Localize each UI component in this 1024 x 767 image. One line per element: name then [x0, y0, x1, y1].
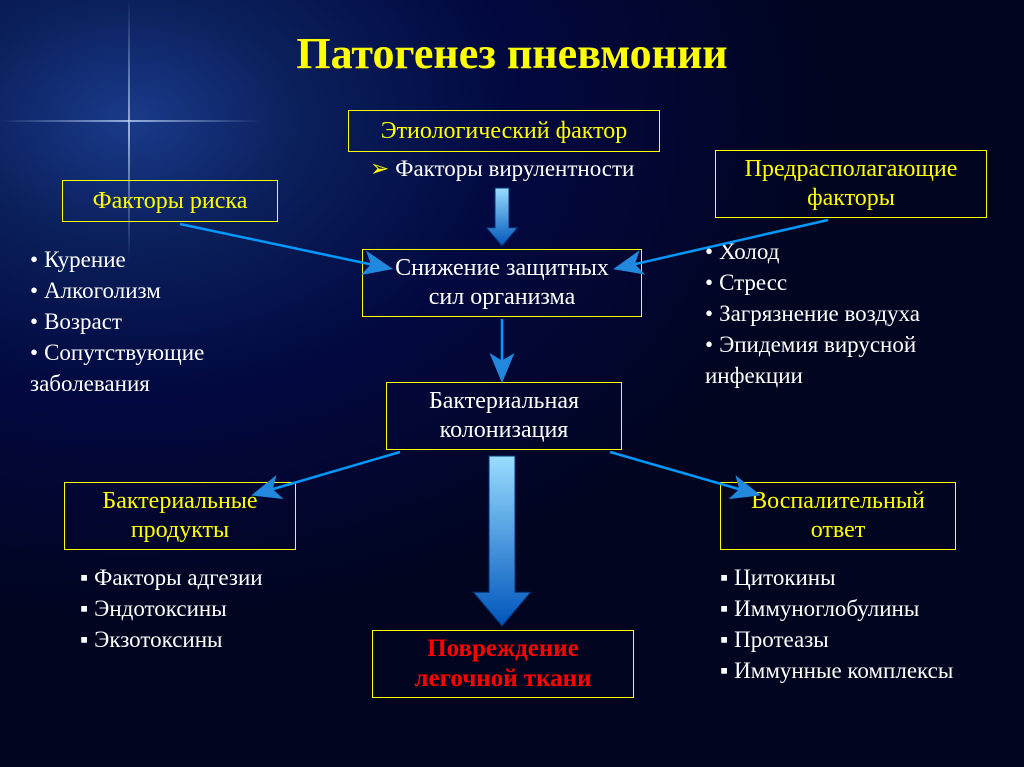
- risk-factors-list: КурениеАлкоголизмВозрастСопутствующиезаб…: [30, 244, 204, 399]
- box-bacterial-colonization: Бактериальная колонизация: [386, 382, 622, 450]
- list-item: Эндотоксины: [80, 593, 263, 624]
- box-line1: Воспалительный: [751, 487, 925, 516]
- virulence-text: Факторы вирулентности: [395, 156, 634, 181]
- box-inflammatory-response: Воспалительный ответ: [720, 482, 956, 550]
- box-line2: продукты: [131, 516, 229, 545]
- predisposing-factors-list: ХолодСтрессЗагрязнение воздухаЭпидемия в…: [705, 236, 920, 391]
- slide-title: Патогенез пневмонии: [0, 28, 1024, 79]
- list-item: Факторы адгезии: [80, 562, 263, 593]
- list-item: Иммунные комплексы: [720, 655, 953, 686]
- box-predisposing-factors: Предрасполагающие факторы: [715, 150, 987, 218]
- list-item: Холод: [705, 236, 920, 267]
- list-item: Стресс: [705, 267, 920, 298]
- box-line2: легочной ткани: [415, 664, 592, 694]
- box-etiological-factor: Этиологический фактор: [348, 110, 660, 152]
- lens-flare-h: [0, 120, 260, 122]
- chevron-icon: ➢: [370, 156, 389, 182]
- list-item: Сопутствующие: [30, 337, 204, 368]
- list-item: Курение: [30, 244, 204, 275]
- list-item: Алкоголизм: [30, 275, 204, 306]
- list-item: Возраст: [30, 306, 204, 337]
- list-item: Иммуноглобулины: [720, 593, 953, 624]
- list-item: Протеазы: [720, 624, 953, 655]
- box-line2: факторы: [807, 184, 895, 213]
- box-label: Этиологический фактор: [381, 117, 628, 146]
- box-line2: сил организма: [429, 283, 575, 312]
- virulence-factors-line: ➢Факторы вирулентности: [370, 156, 634, 182]
- bacterial-products-list: Факторы адгезииЭндотоксиныЭкзотоксины: [80, 562, 263, 655]
- list-item: Эпидемия вирусной: [705, 329, 920, 360]
- list-item: инфекции: [705, 360, 920, 391]
- box-line2: ответ: [811, 516, 866, 545]
- box-defense-reduction: Снижение защитных сил организма: [362, 249, 642, 317]
- box-line1: Повреждение: [427, 634, 579, 664]
- box-risk-factors: Факторы риска: [62, 180, 278, 222]
- box-bacterial-products: Бактериальные продукты: [64, 482, 296, 550]
- list-item: Экзотоксины: [80, 624, 263, 655]
- box-label: Факторы риска: [93, 187, 248, 216]
- box-line1: Снижение защитных: [395, 254, 609, 283]
- box-line1: Бактериальная: [429, 387, 579, 416]
- box-line1: Предрасполагающие: [745, 155, 958, 184]
- inflammatory-response-list: ЦитокиныИммуноглобулиныПротеазыИммунные …: [720, 562, 953, 686]
- list-item: Цитокины: [720, 562, 953, 593]
- list-item: Загрязнение воздуха: [705, 298, 920, 329]
- box-line2: колонизация: [440, 416, 569, 445]
- box-lung-tissue-damage: Повреждение легочной ткани: [372, 630, 634, 698]
- list-item: заболевания: [30, 368, 204, 399]
- box-line1: Бактериальные: [102, 487, 257, 516]
